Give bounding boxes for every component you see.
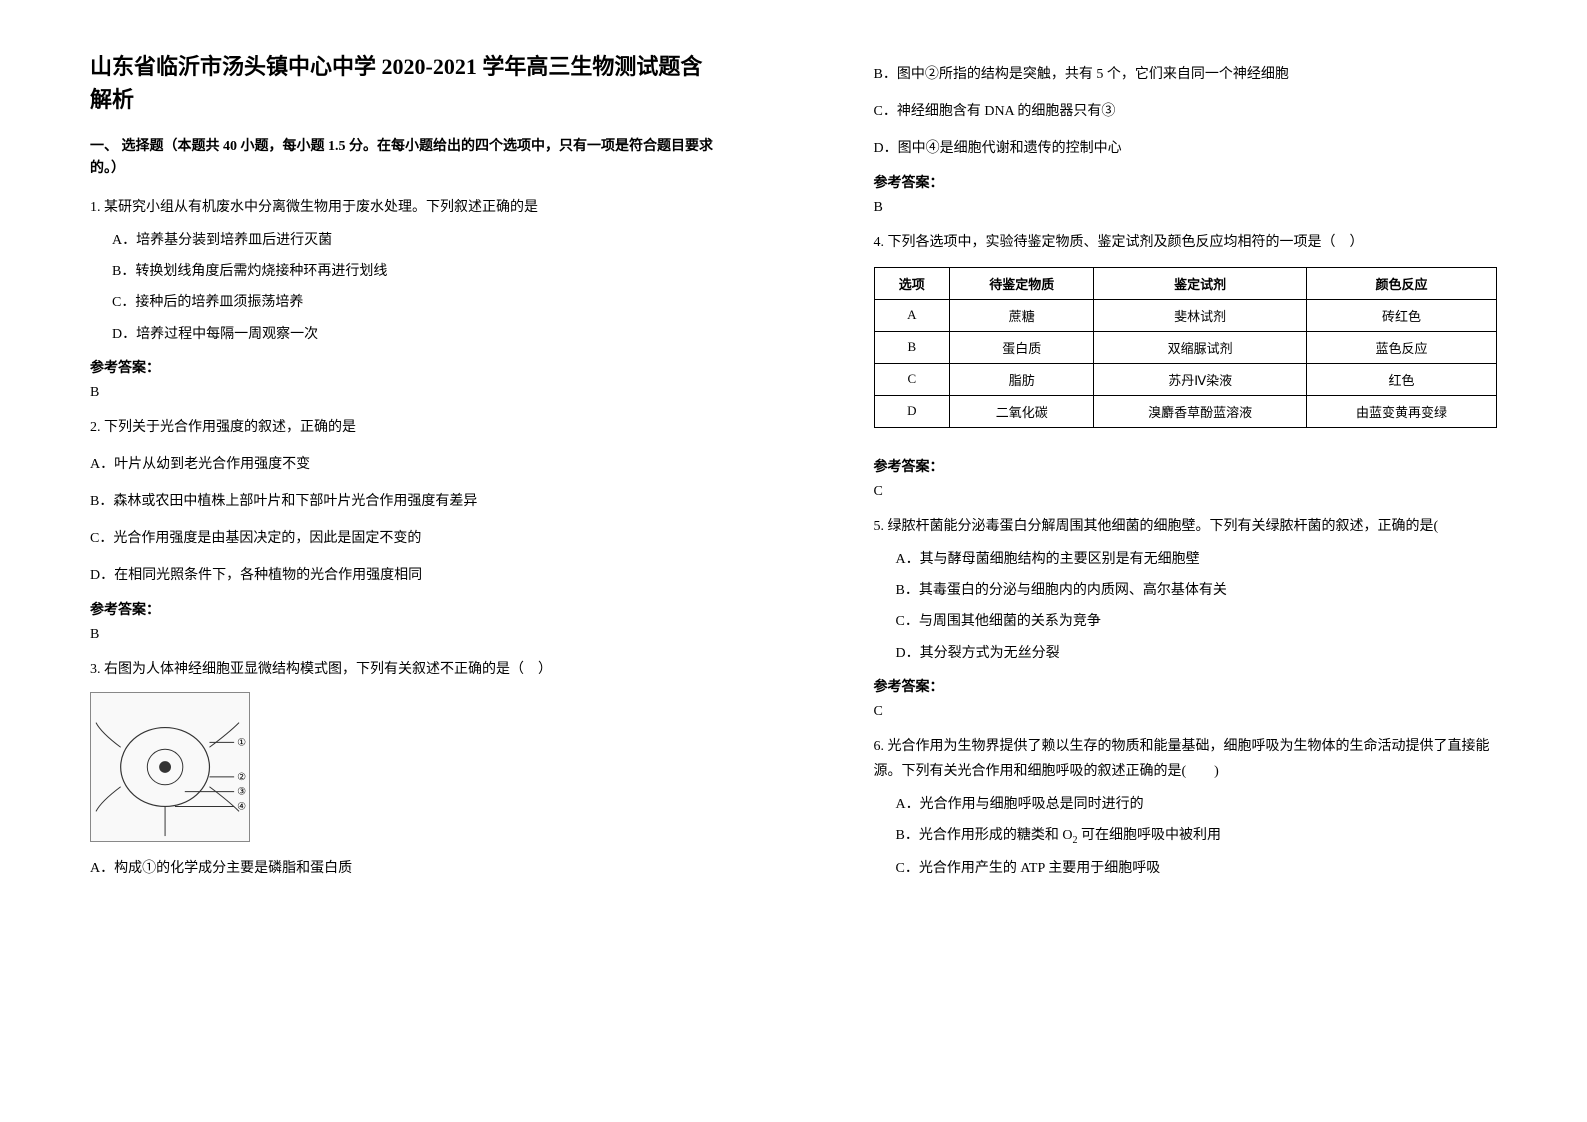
reagent-table: 选项 待鉴定物质 鉴定试剂 颜色反应 A 蔗糖 斐林试剂 砖红色 B 蛋白质 双… (874, 267, 1498, 428)
q1-option-b: B．转换划线角度后需灼烧接种环再进行划线 (112, 259, 714, 284)
table-row: B 蛋白质 双缩脲试剂 蓝色反应 (874, 331, 1497, 363)
cell: 溴麝香草酚蓝溶液 (1094, 395, 1307, 427)
q3-option-b: B．图中②所指的结构是突触，共有 5 个，它们来自同一个神经细胞 (874, 62, 1498, 87)
cell: 二氧化碳 (950, 395, 1094, 427)
table-row: C 脂肪 苏丹Ⅳ染液 红色 (874, 363, 1497, 395)
table-row: A 蔗糖 斐林试剂 砖红色 (874, 299, 1497, 331)
q1-option-a: A．培养基分装到培养皿后进行灭菌 (112, 228, 714, 253)
cell: 苏丹Ⅳ染液 (1094, 363, 1307, 395)
cell: 蛋白质 (950, 331, 1094, 363)
q5-option-a: A．其与酵母菌细胞结构的主要区别是有无细胞壁 (896, 547, 1498, 572)
svg-text:②: ② (237, 772, 246, 783)
q5-option-c: C．与周围其他细菌的关系为竞争 (896, 609, 1498, 634)
q1-option-d: D．培养过程中每隔一周观察一次 (112, 322, 714, 347)
th-substance: 待鉴定物质 (950, 267, 1094, 299)
right-column: B．图中②所指的结构是突触，共有 5 个，它们来自同一个神经细胞 C．神经细胞含… (814, 50, 1558, 1072)
q2-option-c: C．光合作用强度是由基因决定的，因此是固定不变的 (90, 526, 714, 551)
q6-option-a: A．光合作用与细胞呼吸总是同时进行的 (896, 792, 1498, 817)
th-color: 颜色反应 (1307, 267, 1497, 299)
q6-option-b: B．光合作用形成的糖类和 O2 可在细胞呼吸中被利用 (896, 823, 1498, 850)
q2-answer-label: 参考答案： (90, 599, 714, 619)
q3-option-d: D．图中④是细胞代谢和遗传的控制中心 (874, 136, 1498, 161)
q4-stem: 4. 下列各选项中，实验待鉴定物质、鉴定试剂及颜色反应均相符的一项是（ ） (874, 230, 1498, 255)
q5-answer: C (874, 704, 1498, 720)
q3-answer-label: 参考答案： (874, 172, 1498, 192)
q6-b-pre: B．光合作用形成的糖类和 O (896, 828, 1073, 843)
cell: D (874, 395, 950, 427)
q6-option-c: C．光合作用产生的 ATP 主要用于细胞呼吸 (896, 856, 1498, 881)
svg-text:④: ④ (237, 801, 246, 812)
q2-option-a: A．叶片从幼到老光合作用强度不变 (90, 452, 714, 477)
q2-option-d: D．在相同光照条件下，各种植物的光合作用强度相同 (90, 563, 714, 588)
q2-option-b: B．森林或农田中植株上部叶片和下部叶片光合作用强度有差异 (90, 489, 714, 514)
section-heading: 一、 选择题（本题共 40 小题，每小题 1.5 分。在每小题给出的四个选项中，… (90, 136, 714, 181)
q3-option-a: A．构成①的化学成分主要是磷脂和蛋白质 (90, 856, 714, 881)
q1-answer: B (90, 385, 714, 401)
q1-option-c: C．接种后的培养皿须振荡培养 (112, 290, 714, 315)
th-reagent: 鉴定试剂 (1094, 267, 1307, 299)
cell: 斐林试剂 (1094, 299, 1307, 331)
cell: 砖红色 (1307, 299, 1497, 331)
q6-stem: 6. 光合作用为生物界提供了赖以生存的物质和能量基础，细胞呼吸为生物体的生命活动… (874, 734, 1498, 784)
cell: 蔗糖 (950, 299, 1094, 331)
table-row: D 二氧化碳 溴麝香草酚蓝溶液 由蓝变黄再变绿 (874, 395, 1497, 427)
cell: A (874, 299, 950, 331)
q1-stem: 1. 某研究小组从有机废水中分离微生物用于废水处理。下列叙述正确的是 (90, 195, 714, 220)
q2-answer: B (90, 627, 714, 643)
svg-text:③: ③ (237, 786, 246, 797)
q4-answer: C (874, 484, 1498, 500)
q5-stem: 5. 绿脓杆菌能分泌毒蛋白分解周围其他细菌的细胞壁。下列有关绿脓杆菌的叙述，正确… (874, 514, 1498, 539)
q5-option-b: B．其毒蛋白的分泌与细胞内的内质网、高尔基体有关 (896, 578, 1498, 603)
q1-answer-label: 参考答案： (90, 357, 714, 377)
cell: 红色 (1307, 363, 1497, 395)
th-option: 选项 (874, 267, 950, 299)
q6-b-post: 可在细胞呼吸中被利用 (1077, 828, 1221, 843)
q3-answer: B (874, 200, 1498, 216)
cell: C (874, 363, 950, 395)
cell: 由蓝变黄再变绿 (1307, 395, 1497, 427)
document-title: 山东省临沂市汤头镇中心中学 2020-2021 学年高三生物测试题含解析 (90, 50, 714, 116)
q2-stem: 2. 下列关于光合作用强度的叙述，正确的是 (90, 415, 714, 440)
q4-answer-label: 参考答案： (874, 456, 1498, 476)
svg-text:①: ① (237, 737, 246, 748)
q3-option-c: C．神经细胞含有 DNA 的细胞器只有③ (874, 99, 1498, 124)
neuron-cell-icon: ① ② ③ ④ (91, 693, 249, 841)
cell: 蓝色反应 (1307, 331, 1497, 363)
left-column: 山东省临沂市汤头镇中心中学 2020-2021 学年高三生物测试题含解析 一、 … (30, 50, 774, 1072)
q3-stem: 3. 右图为人体神经细胞亚显微结构模式图，下列有关叙述不正确的是（ ） (90, 657, 714, 682)
q5-option-d: D．其分裂方式为无丝分裂 (896, 641, 1498, 666)
q5-answer-label: 参考答案： (874, 676, 1498, 696)
table-header-row: 选项 待鉴定物质 鉴定试剂 颜色反应 (874, 267, 1497, 299)
neuron-figure: ① ② ③ ④ (90, 692, 250, 842)
cell: 脂肪 (950, 363, 1094, 395)
cell: B (874, 331, 950, 363)
cell: 双缩脲试剂 (1094, 331, 1307, 363)
